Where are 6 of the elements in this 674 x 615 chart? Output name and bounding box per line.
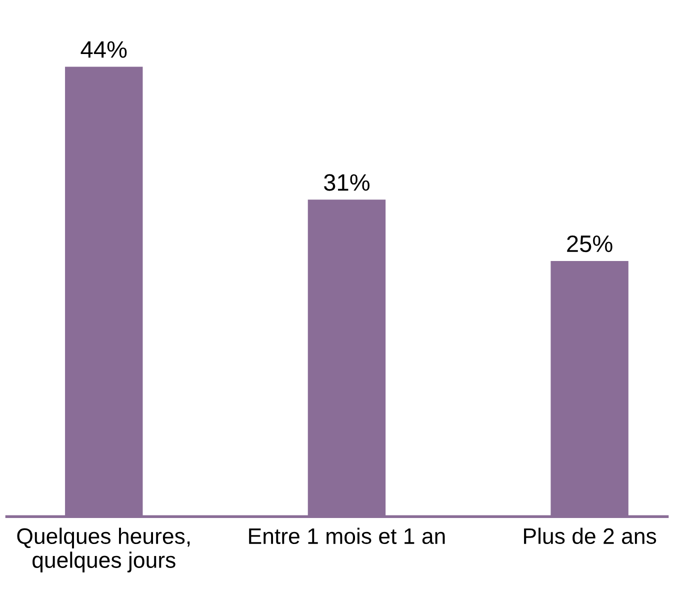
x-tick-label: Plus de 2 ans	[524, 528, 656, 544]
x-tick-label: Quelques heures, quelques jours	[17, 528, 190, 572]
x-tick-label: Entre 1 mois et 1 an	[249, 528, 445, 544]
data-label: 31%	[324, 174, 370, 191]
data-label: 25%	[567, 235, 612, 252]
data-label: 44%	[80, 41, 127, 58]
